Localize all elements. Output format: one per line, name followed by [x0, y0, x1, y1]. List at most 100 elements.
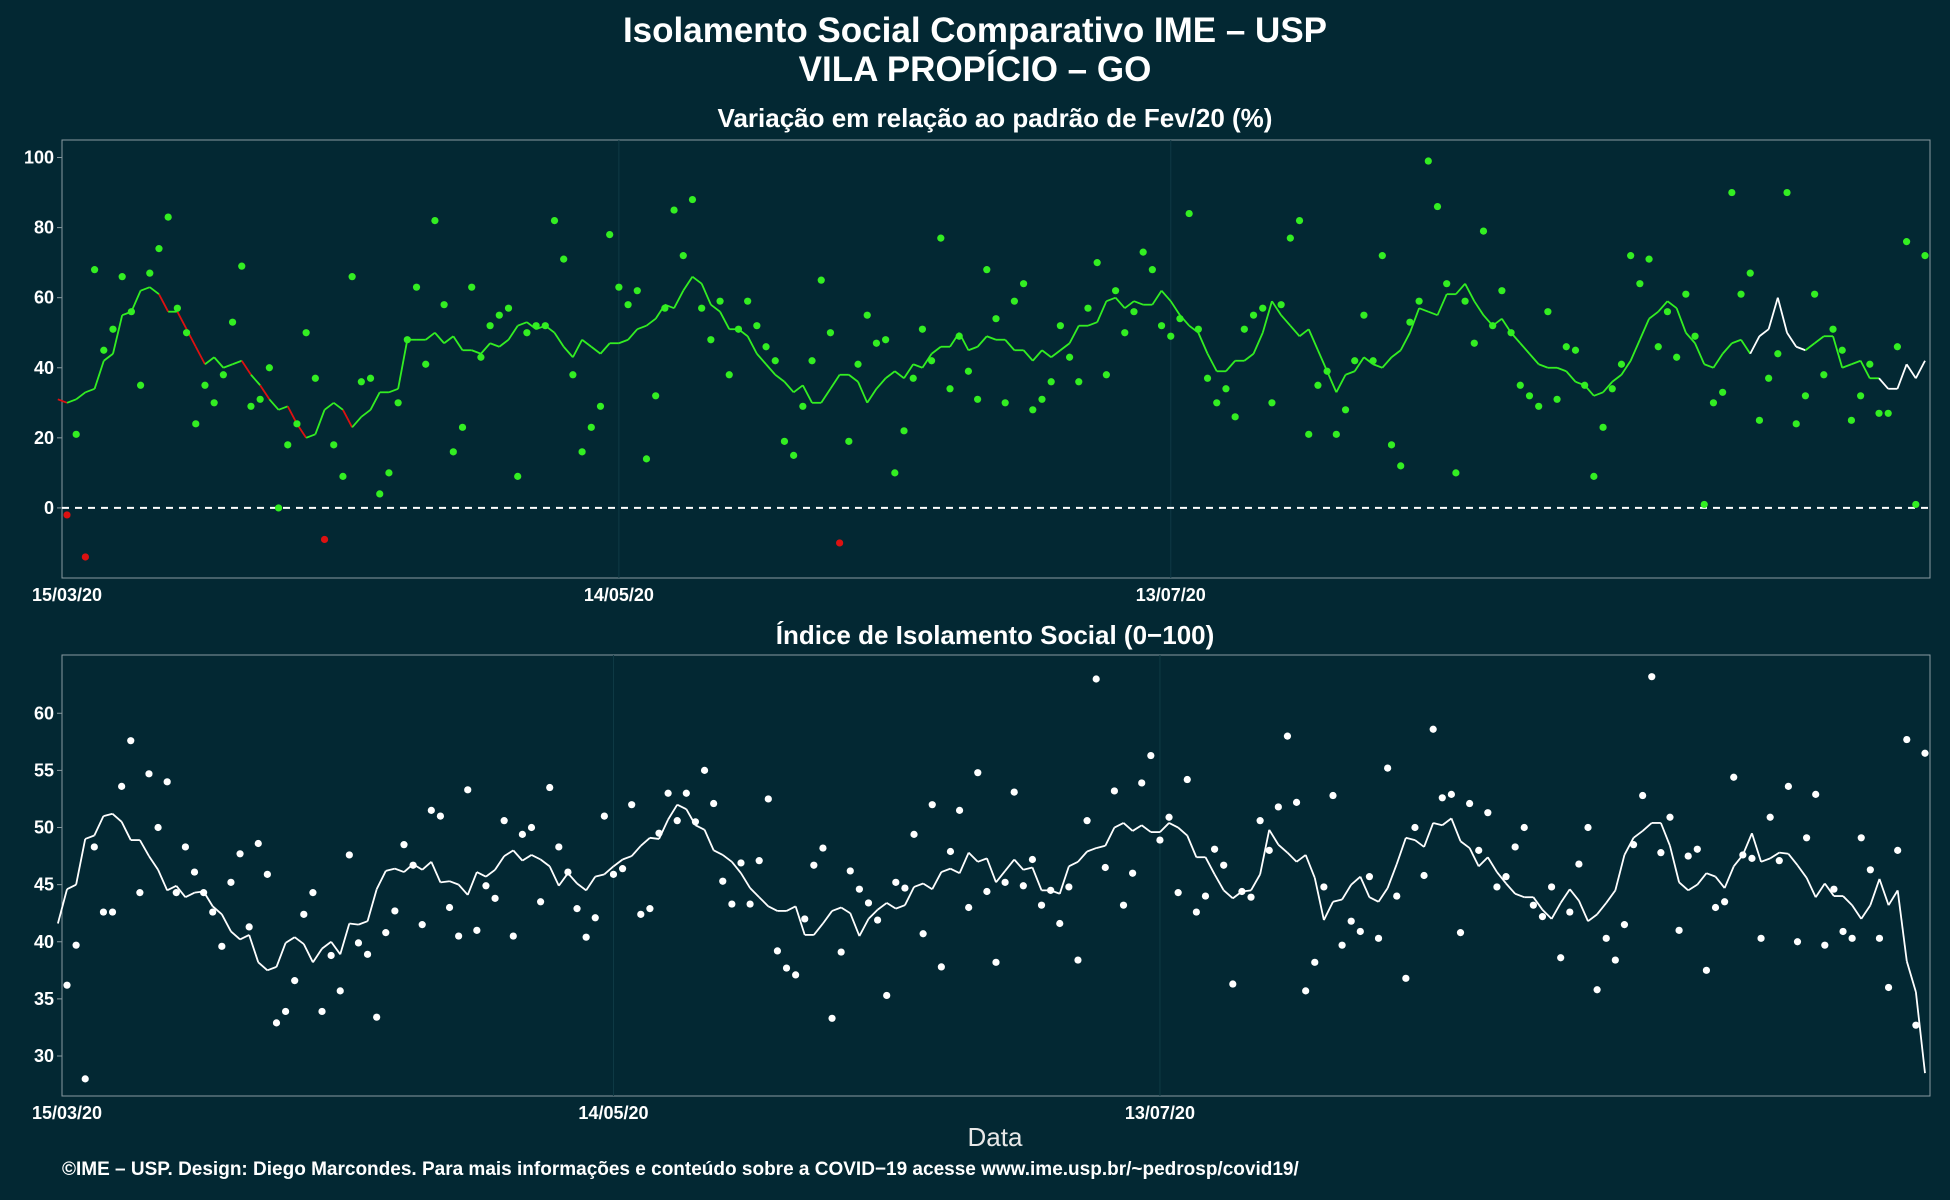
p1-data-point	[1516, 381, 1524, 389]
p1-line-segment	[1298, 328, 1310, 337]
p1-line-segment	[103, 353, 114, 362]
p2-line-segment	[1905, 960, 1917, 993]
p1-data-point	[1397, 462, 1405, 470]
p2-data-point	[646, 905, 654, 913]
p2-line-segment	[1706, 872, 1716, 878]
p1-line-segment	[581, 339, 592, 348]
p2-data-point	[163, 778, 171, 786]
p2-data-point	[1047, 886, 1055, 894]
p1-line-segment	[829, 374, 841, 390]
p2-line-segment	[649, 836, 660, 840]
p1-data-point	[1323, 367, 1331, 375]
p2-data-point	[1347, 917, 1355, 925]
p2-data-point	[782, 964, 791, 972]
p1-data-point	[615, 283, 623, 291]
p2-data-point	[1675, 926, 1683, 934]
p2-data-point	[1757, 934, 1765, 942]
p2-data-point	[1648, 673, 1656, 681]
p1-data-point	[1001, 399, 1009, 407]
p2-data-point	[1884, 983, 1893, 992]
p1-line-segment	[471, 349, 482, 355]
p1-line-segment	[268, 398, 280, 411]
p2-line-segment	[248, 934, 260, 963]
p2-data-point	[628, 801, 636, 809]
p1-line-segment	[85, 387, 95, 394]
p1-data-point	[679, 252, 687, 260]
p2-data-point	[1283, 732, 1292, 740]
p2-line-segment	[722, 854, 733, 863]
p1-data-point	[992, 315, 1000, 323]
p2-y-tick-label: 50	[34, 818, 54, 838]
p2-data-point	[500, 817, 508, 825]
p1-line-segment	[894, 370, 905, 379]
p1-data-point	[1737, 290, 1745, 298]
p1-data-point	[1461, 297, 1469, 305]
p1-data-point	[1332, 430, 1340, 438]
p2-line-segment	[1213, 873, 1225, 891]
p2-line-segment	[103, 812, 113, 817]
p1-data-point	[698, 304, 706, 312]
p1-line-segment	[682, 276, 694, 292]
p1-data-point	[1111, 287, 1120, 295]
p1-data-point	[707, 336, 715, 344]
p1-line-segment	[1685, 332, 1696, 344]
p2-line-segment	[184, 891, 195, 899]
p2-data-point	[1538, 913, 1547, 921]
p1-data-point	[1489, 322, 1497, 330]
p1-line-segment	[903, 363, 914, 379]
p2-line-segment	[1350, 875, 1361, 886]
p2-data-point	[792, 971, 800, 979]
p2-data-point	[955, 806, 964, 814]
p2-data-point	[245, 923, 253, 931]
p1-line-segment	[369, 391, 381, 411]
p1-data-point	[504, 304, 513, 312]
p1-data-point	[1544, 308, 1552, 316]
p1-data-point	[155, 245, 163, 253]
p2-line-segment	[1259, 829, 1271, 875]
p1-data-point	[1571, 346, 1580, 354]
p1-line-segment	[802, 384, 813, 404]
p2-data-point	[710, 799, 718, 808]
p2-data-point	[992, 958, 1000, 966]
p2-line-segment	[1186, 835, 1198, 858]
p2-line-segment	[1113, 822, 1124, 829]
p2-line-segment	[1596, 902, 1607, 915]
p2-data-point	[1857, 834, 1865, 842]
p2-line-segment	[349, 922, 359, 926]
p2-data-point	[491, 894, 499, 902]
p1-data-point	[90, 266, 99, 274]
p1-data-point	[1452, 469, 1460, 477]
p1-data-point	[946, 385, 954, 393]
p1-data-point	[799, 402, 807, 410]
p1-y-tick-label: 40	[34, 358, 54, 378]
p1-line-segment	[1390, 349, 1402, 358]
p1-data-point	[1875, 409, 1883, 417]
p1-line-segment	[700, 283, 712, 306]
p2-line-segment	[822, 910, 833, 925]
p1-data-point	[790, 451, 798, 459]
p2-data-point	[1702, 966, 1711, 974]
p1-line-segment	[1197, 332, 1209, 355]
p2-data-point	[1329, 791, 1337, 800]
p1-line-segment	[66, 398, 77, 404]
p1-data-point	[872, 339, 881, 347]
p1-line-segment	[783, 381, 795, 393]
p2-data-point	[118, 782, 126, 790]
p2-data-point	[1584, 823, 1592, 832]
p1-line-segment	[1372, 363, 1383, 369]
p1-data-point	[449, 448, 457, 456]
p1-line-segment	[1096, 300, 1108, 323]
p1-data-point	[1167, 332, 1175, 340]
p1-data-point	[1654, 343, 1662, 351]
p1-line-segment	[194, 346, 206, 365]
p2-line-segment	[1068, 860, 1079, 868]
p1-line-segment	[1464, 283, 1476, 302]
p2-data-point	[1028, 855, 1037, 864]
p2-line-segment	[221, 913, 232, 932]
p2-data-point	[901, 884, 909, 892]
p2-data-point	[1784, 782, 1792, 790]
p2-line-segment	[512, 849, 524, 862]
p1-line-segment	[351, 416, 363, 428]
p2-data-point	[1156, 836, 1164, 844]
p1-data-point	[1599, 423, 1607, 431]
